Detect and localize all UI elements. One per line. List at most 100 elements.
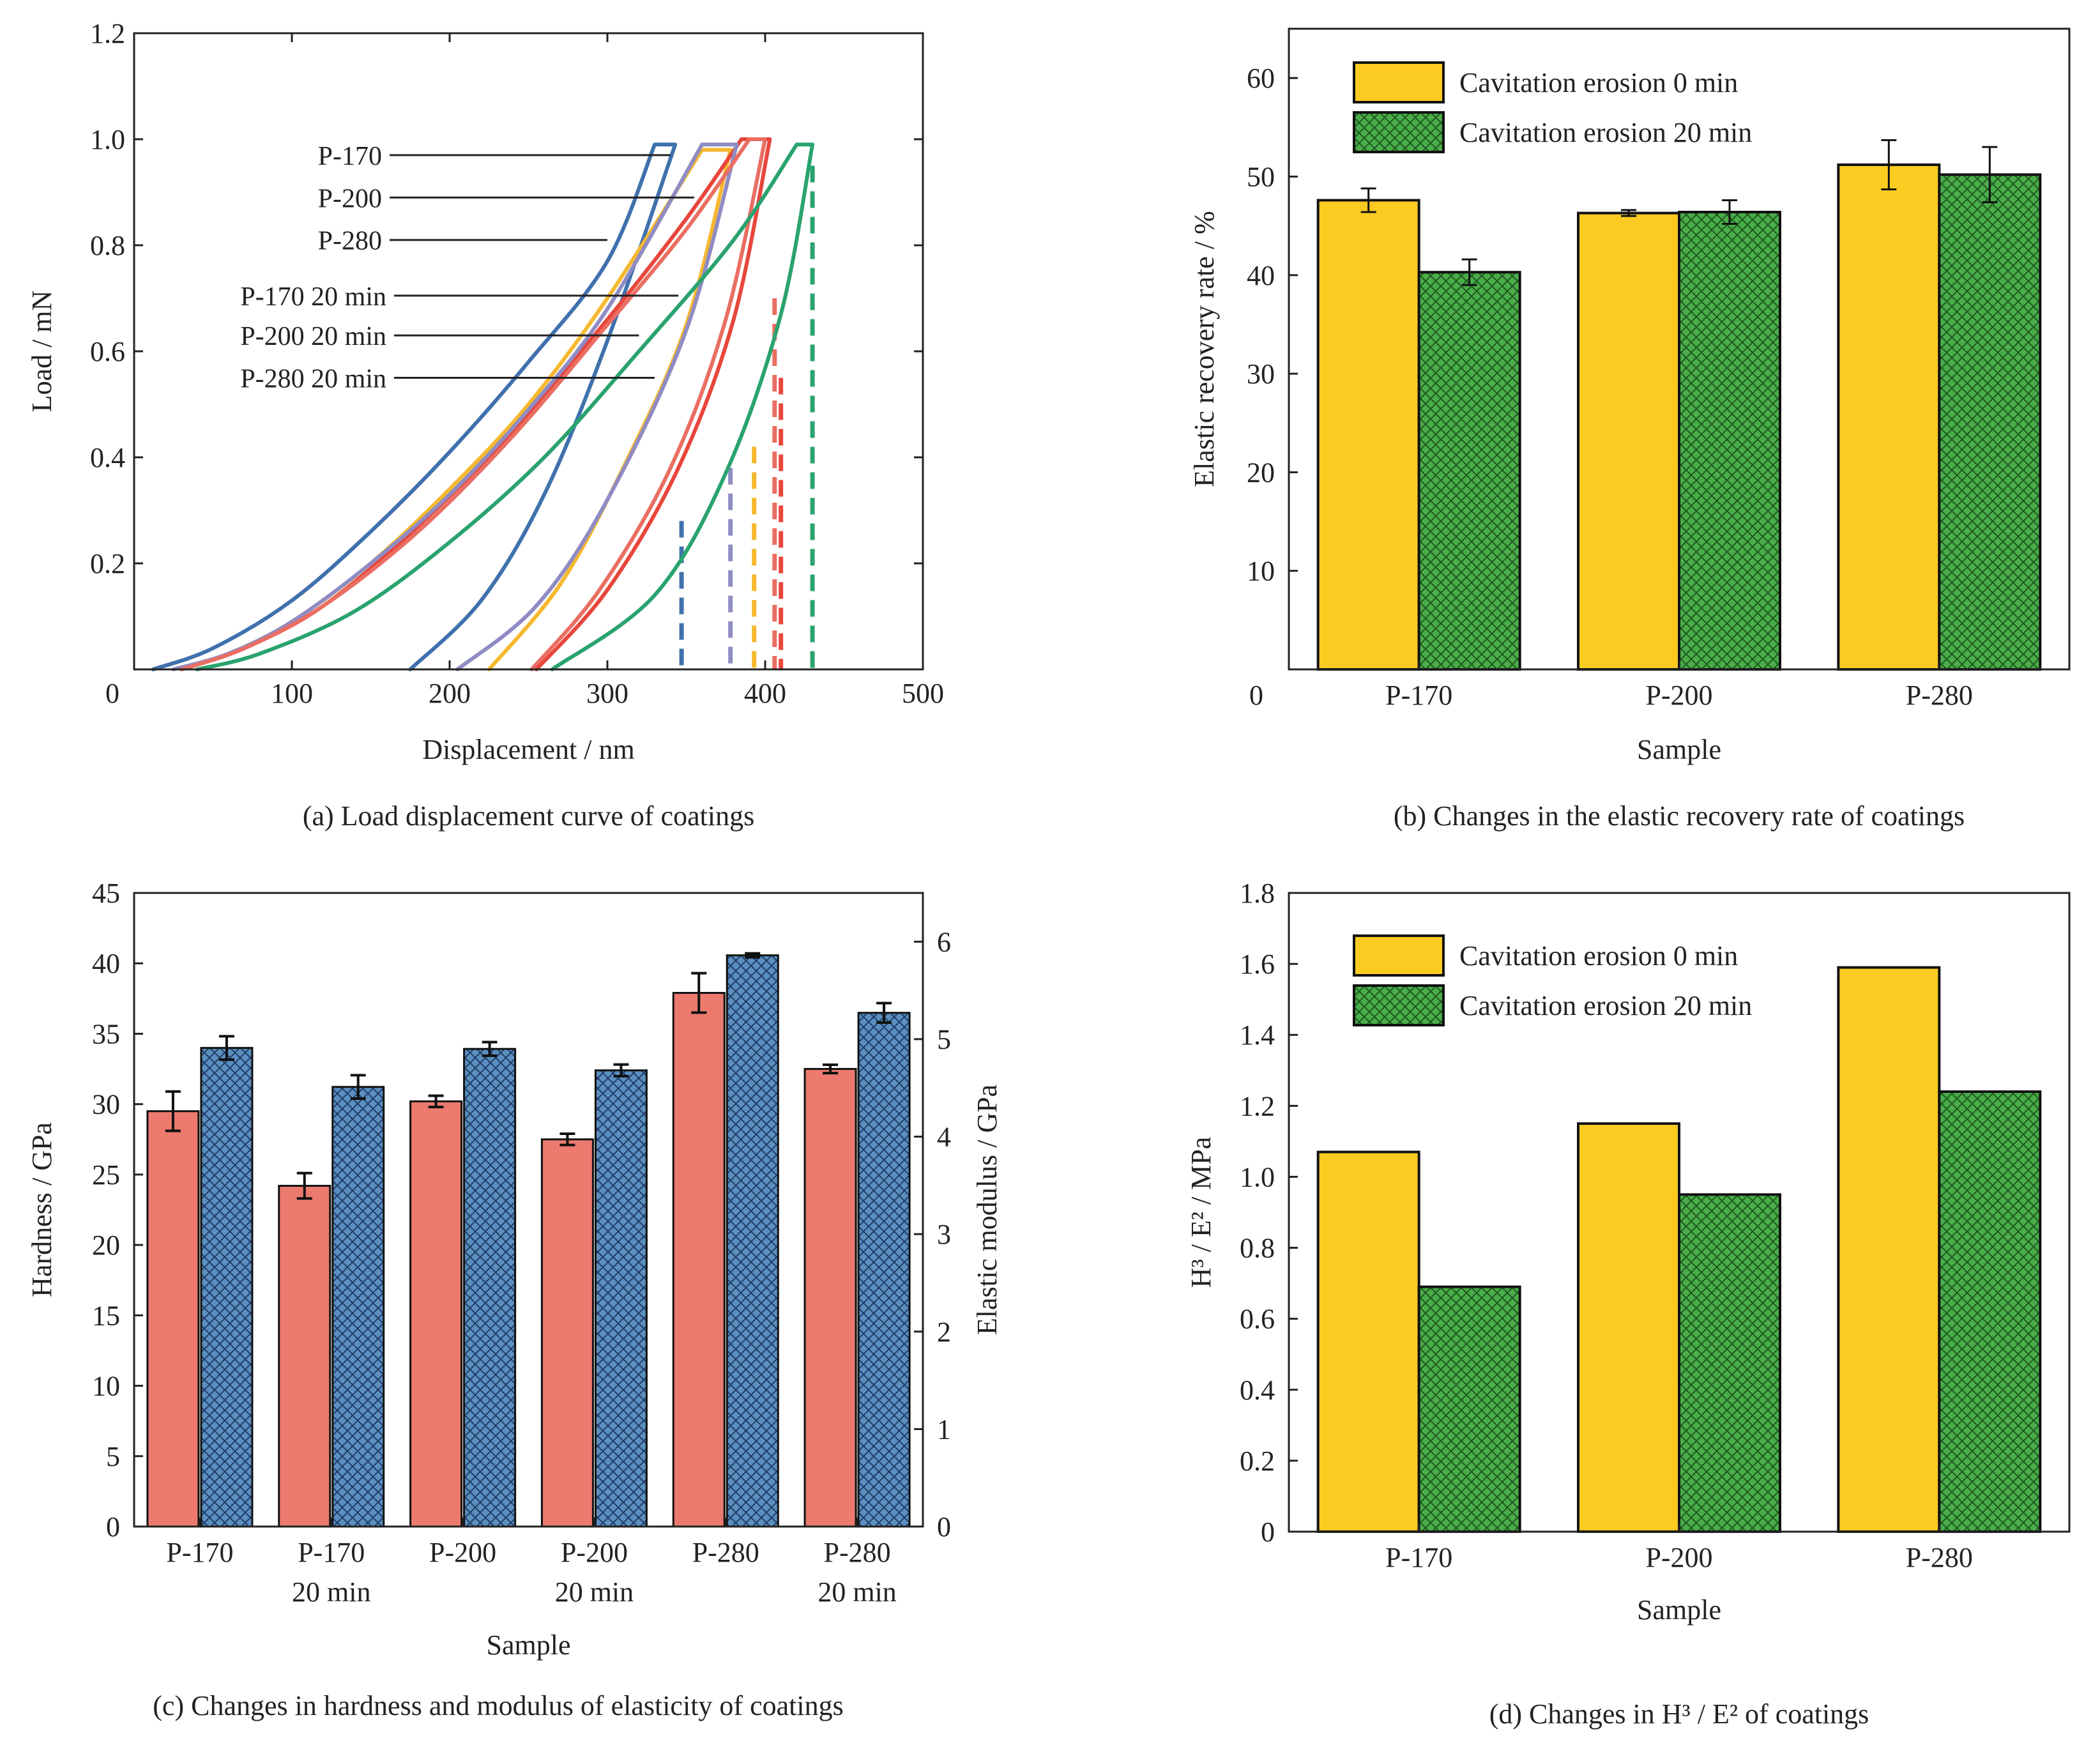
y-tick-label: 1.4 xyxy=(1240,1019,1275,1051)
y-tick-label: 5 xyxy=(106,1441,120,1472)
y-tick-label: 0.2 xyxy=(90,548,125,579)
curve-series xyxy=(171,148,757,671)
bar xyxy=(803,1068,857,1528)
y-axis-label: Elastic recovery rate / % xyxy=(1189,211,1220,487)
y-axis-label-left: Hardness / GPa xyxy=(26,1122,57,1297)
x-tick-label: 20 min xyxy=(555,1576,634,1608)
y-tick-label: 0.4 xyxy=(1240,1375,1275,1406)
legend: Cavitation erosion 0 min Cavitation erosi… xyxy=(1353,934,1752,1026)
bar xyxy=(331,1086,385,1528)
x-tick-label: P-280 xyxy=(692,1537,759,1568)
bar xyxy=(1837,163,1941,671)
curves-layer xyxy=(151,137,815,671)
y-tick-label: 0.8 xyxy=(90,230,125,261)
callout-label: P-200 xyxy=(318,184,382,213)
curve-series xyxy=(179,137,777,671)
y-tick-label: 10 xyxy=(92,1371,120,1402)
bar xyxy=(1678,211,1781,671)
loading-curve xyxy=(151,142,657,671)
y-tick-label-right: 0 xyxy=(937,1511,951,1543)
y-tick-label-right: 2 xyxy=(937,1316,951,1348)
y-axis-label-right: Elastic modulus / GPa xyxy=(971,1085,1003,1335)
x-tick-label: 400 xyxy=(744,678,786,709)
loading-curve xyxy=(195,142,799,671)
unloading-curve xyxy=(550,142,815,671)
y-tick-label: 50 xyxy=(1247,161,1275,192)
x-tick-label: 200 xyxy=(429,678,471,709)
y-axis-label: Load / mN xyxy=(26,291,57,413)
bar xyxy=(1417,1285,1521,1533)
x-tick-label: P-170 xyxy=(1385,1542,1452,1573)
callout-label: P-170 xyxy=(318,142,382,171)
y-tick-label: 10 xyxy=(1247,556,1275,587)
y-tick-label: 0.2 xyxy=(1240,1445,1275,1477)
y-tick-label: 40 xyxy=(92,948,120,979)
legend-swatch xyxy=(1353,984,1445,1026)
legend-label: Cavitation erosion 0 min xyxy=(1459,940,1738,972)
x-axis-label: Displacement / nm xyxy=(422,734,634,765)
x-axis-label: Sample xyxy=(1637,734,1721,765)
axes-layer: P-170 P-200 P-280 0 0.2 0.4 0.6 0.8 1.0 1.2 1.4 1.6… xyxy=(1240,878,2071,1573)
x-tick-label: P-200 xyxy=(1645,1542,1712,1573)
panel-d-h3-e2: P-170 P-200 P-280 0 0.2 0.4 0.6 0.8 1.0 1.2 1.4 1.6… xyxy=(1185,878,2071,1730)
plot-frame xyxy=(1288,27,2071,671)
callout-label: P-200 20 min xyxy=(240,322,386,351)
panel-c-hardness-modulus: P-170 P-170 20 min P-200 P-200 20 min P-280 P-2… xyxy=(26,878,1003,1721)
bar xyxy=(200,1047,254,1528)
legend-label: Cavitation erosion 20 min xyxy=(1459,117,1752,148)
panel-b-elastic-recovery: P-170 P-200 P-280 0 10 20 30 40 50 60 Cavitation … xyxy=(1189,27,2071,832)
bar xyxy=(1678,1193,1781,1533)
bar xyxy=(672,992,726,1528)
y-tick-label: 30 xyxy=(92,1089,120,1120)
x-tick-label: P-170 xyxy=(298,1537,365,1568)
bar xyxy=(463,1048,517,1528)
x-tick-label: 0 xyxy=(105,678,119,709)
legend-label: Cavitation erosion 20 min xyxy=(1459,990,1752,1021)
y-tick-label: 15 xyxy=(92,1300,120,1331)
panel-caption: (a) Load displacement curve of coatings xyxy=(303,800,754,832)
curve-series xyxy=(195,142,815,671)
y-tick-label: 0.8 xyxy=(1240,1233,1275,1264)
bar xyxy=(146,1110,200,1528)
legend-swatch xyxy=(1353,111,1445,153)
y-tick-label: 0.4 xyxy=(90,442,125,473)
curve-series xyxy=(151,142,684,671)
callout-label: P-170 20 min xyxy=(240,282,386,312)
y-tick-label: 0 xyxy=(1249,680,1263,711)
y-tick-label: 35 xyxy=(92,1018,120,1049)
y-tick-label: 1.6 xyxy=(1240,949,1275,980)
y-tick-label: 20 xyxy=(92,1230,120,1261)
loading-curve xyxy=(171,142,704,671)
unloading-curve xyxy=(529,137,767,671)
y-tick-label: 0.6 xyxy=(1240,1304,1275,1335)
bars-layer xyxy=(1316,139,2042,671)
y-tick-label: 1.8 xyxy=(1240,878,1275,909)
bar xyxy=(1577,211,1680,671)
y-tick-label: 20 xyxy=(1247,457,1275,488)
y-tick-label: 1.0 xyxy=(90,124,125,155)
x-tick-label: 500 xyxy=(902,678,944,709)
y-tick-label: 1.2 xyxy=(90,18,125,49)
bar xyxy=(594,1069,648,1528)
curve-series xyxy=(179,137,784,671)
bar xyxy=(409,1100,463,1528)
x-tick-label: 20 min xyxy=(292,1576,370,1608)
y-tick-label-right: 4 xyxy=(937,1122,951,1153)
y-tick-label: 30 xyxy=(1247,358,1275,390)
x-tick-label: P-170 xyxy=(166,1537,233,1568)
y-tick-label: 1.0 xyxy=(1240,1161,1275,1193)
x-axis-label: Sample xyxy=(487,1629,571,1661)
bar xyxy=(857,1012,911,1528)
y-tick-label: 40 xyxy=(1247,260,1275,291)
axes-layer: P-170 P-170 20 min P-200 P-200 20 min P-280 P-2… xyxy=(92,878,951,1608)
bar xyxy=(1316,199,1420,671)
y-tick-label-right: 6 xyxy=(937,926,951,957)
bar xyxy=(540,1138,594,1528)
panel-caption: (d) Changes in H³ / E² of coatings xyxy=(1489,1698,1869,1730)
unloading-curve xyxy=(455,142,739,671)
bars-layer xyxy=(1316,966,2042,1533)
plot-frame xyxy=(133,892,924,1528)
legend-label: Cavitation erosion 0 min xyxy=(1459,67,1738,98)
axes-layer: P-170 P-200 P-280 0 10 20 30 40 50 60 xyxy=(1247,27,2071,711)
